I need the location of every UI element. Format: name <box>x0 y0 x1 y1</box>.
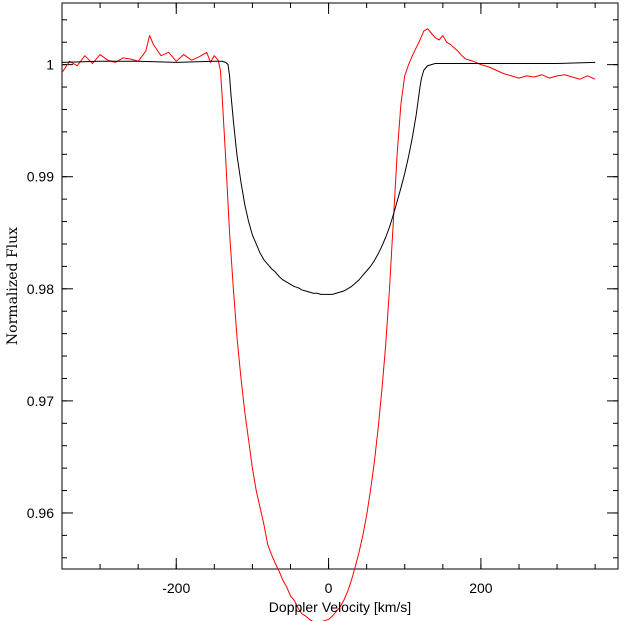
series-line-1 <box>61 28 596 621</box>
x-tick-label: -200 <box>162 580 190 596</box>
y-tick-label: 0.96 <box>27 505 54 521</box>
x-tick-label: 0 <box>325 580 333 596</box>
y-tick-label: 0.97 <box>27 393 54 409</box>
plot-frame <box>61 2 619 570</box>
tick-labels: -200 0 200 0.96 0.97 0.98 0.99 1 <box>27 57 493 596</box>
series-layer <box>61 28 596 621</box>
y-tick-label: 0.99 <box>27 169 54 185</box>
axis-ticks <box>61 3 618 569</box>
y-axis-title: Normalized Flux <box>5 227 21 345</box>
x-axis-title: Doppler Velocity [km/s] <box>269 599 411 615</box>
series-line-2 <box>61 60 596 295</box>
y-tick-label: 1 <box>46 57 54 73</box>
y-tick-label: 0.98 <box>27 281 54 297</box>
plot-area <box>61 2 619 621</box>
x-tick-label: 200 <box>469 580 493 596</box>
